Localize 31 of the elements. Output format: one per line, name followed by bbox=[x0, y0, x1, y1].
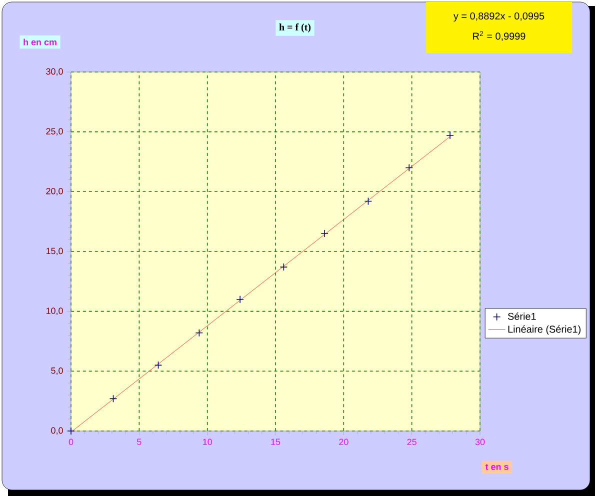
y-tick-label: 10,0 bbox=[46, 308, 63, 316]
x-tick-label: 15 bbox=[271, 438, 280, 446]
point bbox=[405, 164, 413, 172]
x-tick-label: 5 bbox=[137, 438, 142, 446]
x-tick-label: 30 bbox=[475, 438, 485, 446]
point bbox=[67, 427, 75, 435]
x-tick-label: 0 bbox=[68, 438, 74, 446]
y-axis-title: h en cm bbox=[24, 38, 56, 46]
y-tick-label: 25,0 bbox=[46, 128, 63, 136]
point bbox=[280, 263, 288, 271]
point bbox=[320, 230, 328, 238]
y-tick-label: 20,0 bbox=[46, 188, 63, 196]
point bbox=[109, 394, 118, 403]
text: R$^{2}$ = 0,9999 bbox=[473, 31, 526, 41]
x-axis-title: t en s bbox=[485, 464, 508, 470]
point bbox=[154, 361, 162, 370]
point bbox=[446, 132, 454, 140]
point bbox=[195, 328, 204, 337]
legend-label: Linéaire (Série1) bbox=[508, 325, 581, 335]
y-tick-label: 30,0 bbox=[46, 68, 63, 76]
x-tick-label: 20 bbox=[339, 438, 348, 446]
point bbox=[236, 295, 244, 304]
legend-label: Série1 bbox=[508, 312, 536, 320]
y-tick-label: 5,0 bbox=[51, 367, 63, 375]
point bbox=[364, 197, 372, 206]
x-tick-label: 25 bbox=[407, 438, 416, 446]
text: y = 0,8892x - 0,0995 bbox=[453, 12, 544, 22]
y-tick-label: 15,0 bbox=[46, 248, 63, 256]
chart-title: h = f (t) bbox=[279, 23, 311, 33]
x-tick-label: 10 bbox=[203, 438, 212, 446]
y-tick-label: 0,0 bbox=[51, 427, 63, 435]
